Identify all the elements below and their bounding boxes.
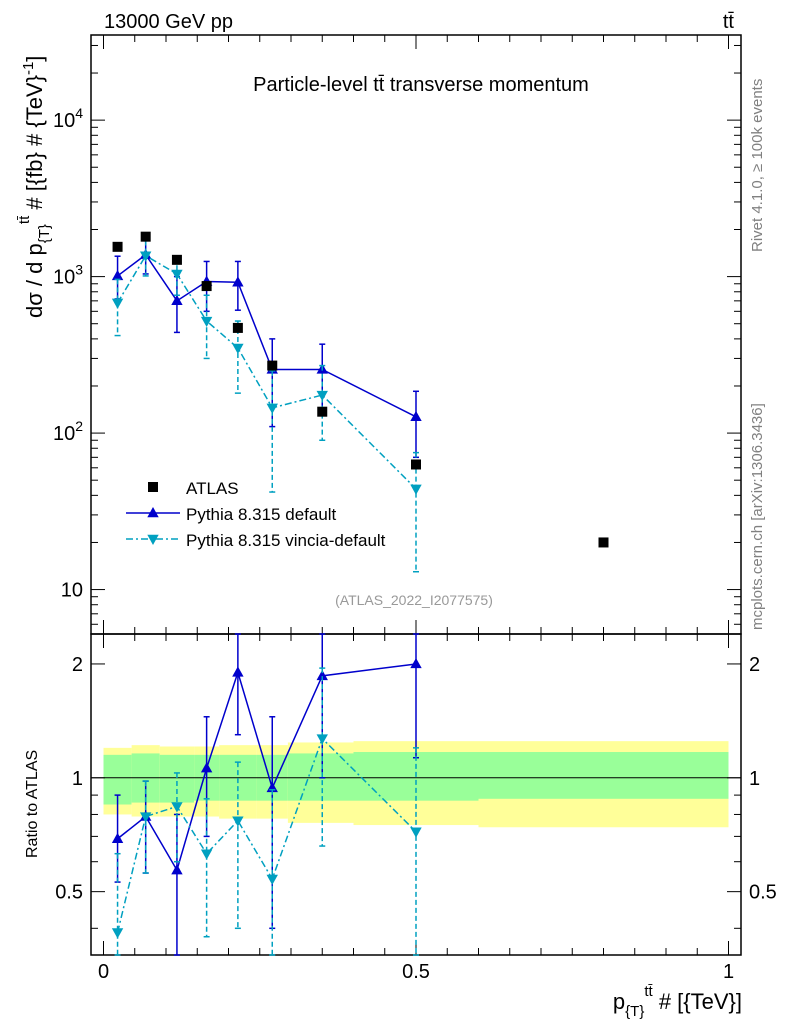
main-point-6 [316, 390, 328, 402]
atlas-point-7 [411, 459, 421, 470]
ratio-y-tick-label: 1 [72, 768, 83, 790]
main-point-2 [171, 269, 183, 280]
atlas-point-2 [171, 254, 182, 265]
ratio-point-3 [200, 849, 213, 860]
header-process: 13000 GeV pp [104, 11, 233, 33]
rivet-version-label: Rivet 4.1.0, ≥ 100k events [749, 79, 766, 252]
main-y-tick-label: 102 [53, 418, 83, 445]
ratio-y-tick-label: 0.5 [55, 882, 83, 904]
ratio-point-0 [111, 928, 124, 939]
atlas-point-6 [317, 406, 328, 417]
main-point-7 [410, 484, 422, 495]
ratio-series-default [111, 633, 422, 956]
legend-marker-0 [147, 507, 159, 518]
main-y-tick-label: 103 [53, 262, 83, 289]
x-tick-label: 0.5 [402, 961, 430, 983]
atlas-point-3 [201, 281, 212, 292]
legend-marker-atlas [148, 482, 158, 492]
x-axis-label: p{T}tt̄ # [{TeV}] [613, 983, 742, 1020]
main-y-tick-label: 104 [53, 105, 83, 132]
main-point-5 [266, 403, 278, 414]
main-point-1 [139, 251, 152, 262]
y-axis-label-ratio: Ratio to ATLAS [24, 750, 41, 858]
plot-series [111, 231, 609, 956]
plot-axes: 10 102 103 104 0.5 0.5 1 1 2 2 0 0.5 1 [53, 34, 777, 983]
ratio-point-6 [316, 734, 328, 745]
ratio-point-1 [139, 812, 152, 823]
main-series-line [117, 253, 417, 418]
inner-band-8 [478, 752, 729, 799]
chart-title: Particle-level tt̄ transverse momentum [253, 74, 589, 96]
inner-band-2 [159, 754, 195, 803]
header-final-state: tt̄ [723, 11, 735, 33]
ratio-point-7 [410, 827, 422, 838]
ratio-y-tick-label-right: 2 [749, 654, 760, 676]
ratio-y-tick-label-right: 0.5 [749, 882, 777, 904]
main-series-line [116, 254, 417, 490]
ratio-point-3 [200, 762, 213, 773]
x-tick-label: 0 [98, 961, 109, 983]
ratio-point-6 [316, 669, 328, 681]
main-point-3 [200, 316, 213, 328]
ratio-series-line [117, 663, 417, 873]
mcplots-source-label: mcplots.cern.ch [arXiv:1306.3436] [749, 403, 766, 630]
ratio-point-4 [232, 816, 244, 827]
main-point-7 [410, 410, 422, 422]
ratio-point-4 [232, 666, 244, 677]
x-tick-label: 1 [723, 961, 734, 983]
svg-text:p{T}tt̄ # [{TeV}]: p{T}tt̄ # [{TeV}] [613, 983, 742, 1020]
legend: ATLAS Pythia 8.315 default Pythia 8.315 vi… [126, 479, 386, 550]
legend-label-1: Pythia 8.315 vincia-default [186, 531, 386, 550]
inner-band-6 [287, 753, 354, 801]
analysis-id-label: (ATLAS_2022_I2077575) [335, 592, 493, 608]
main-series-vincia [111, 239, 422, 573]
y-axis-label-main: dσ / d p{T}tt̄ # [{fb} # {TeV}-1] [16, 56, 53, 318]
main-point-0 [111, 269, 124, 281]
ratio-y-tick-label: 2 [72, 654, 83, 676]
ratio-point-2 [171, 864, 183, 875]
ratio-point-2 [171, 802, 183, 813]
atlas-point-1 [140, 231, 151, 242]
legend-label-0: Pythia 8.315 default [186, 505, 337, 524]
main-series-default [111, 239, 422, 459]
atlas-point-5 [267, 360, 278, 371]
atlas-point-0 [112, 241, 123, 252]
atlas-point-4 [232, 322, 243, 333]
legend-label-atlas: ATLAS [186, 479, 239, 498]
ratio-point-0 [111, 832, 124, 843]
main-point-2 [171, 294, 183, 306]
ratio-point-7 [410, 657, 422, 669]
ratio-series-line [116, 737, 417, 933]
main-point-4 [232, 276, 244, 287]
ratio-y-tick-label-right: 1 [749, 768, 760, 790]
data-atlas [112, 231, 609, 548]
main-point-4 [232, 343, 244, 354]
atlas-point-8 [598, 537, 609, 548]
svg-text:dσ / d p{T}tt̄ # [{fb} # {TeV}: dσ / d p{T}tt̄ # [{fb} # {TeV}-1] [16, 56, 53, 318]
ratio-point-5 [266, 874, 278, 886]
ratio-series-vincia [111, 667, 422, 956]
main-y-tick-label: 10 [61, 580, 83, 602]
main-point-0 [111, 298, 124, 309]
legend-marker-1 [147, 534, 159, 545]
